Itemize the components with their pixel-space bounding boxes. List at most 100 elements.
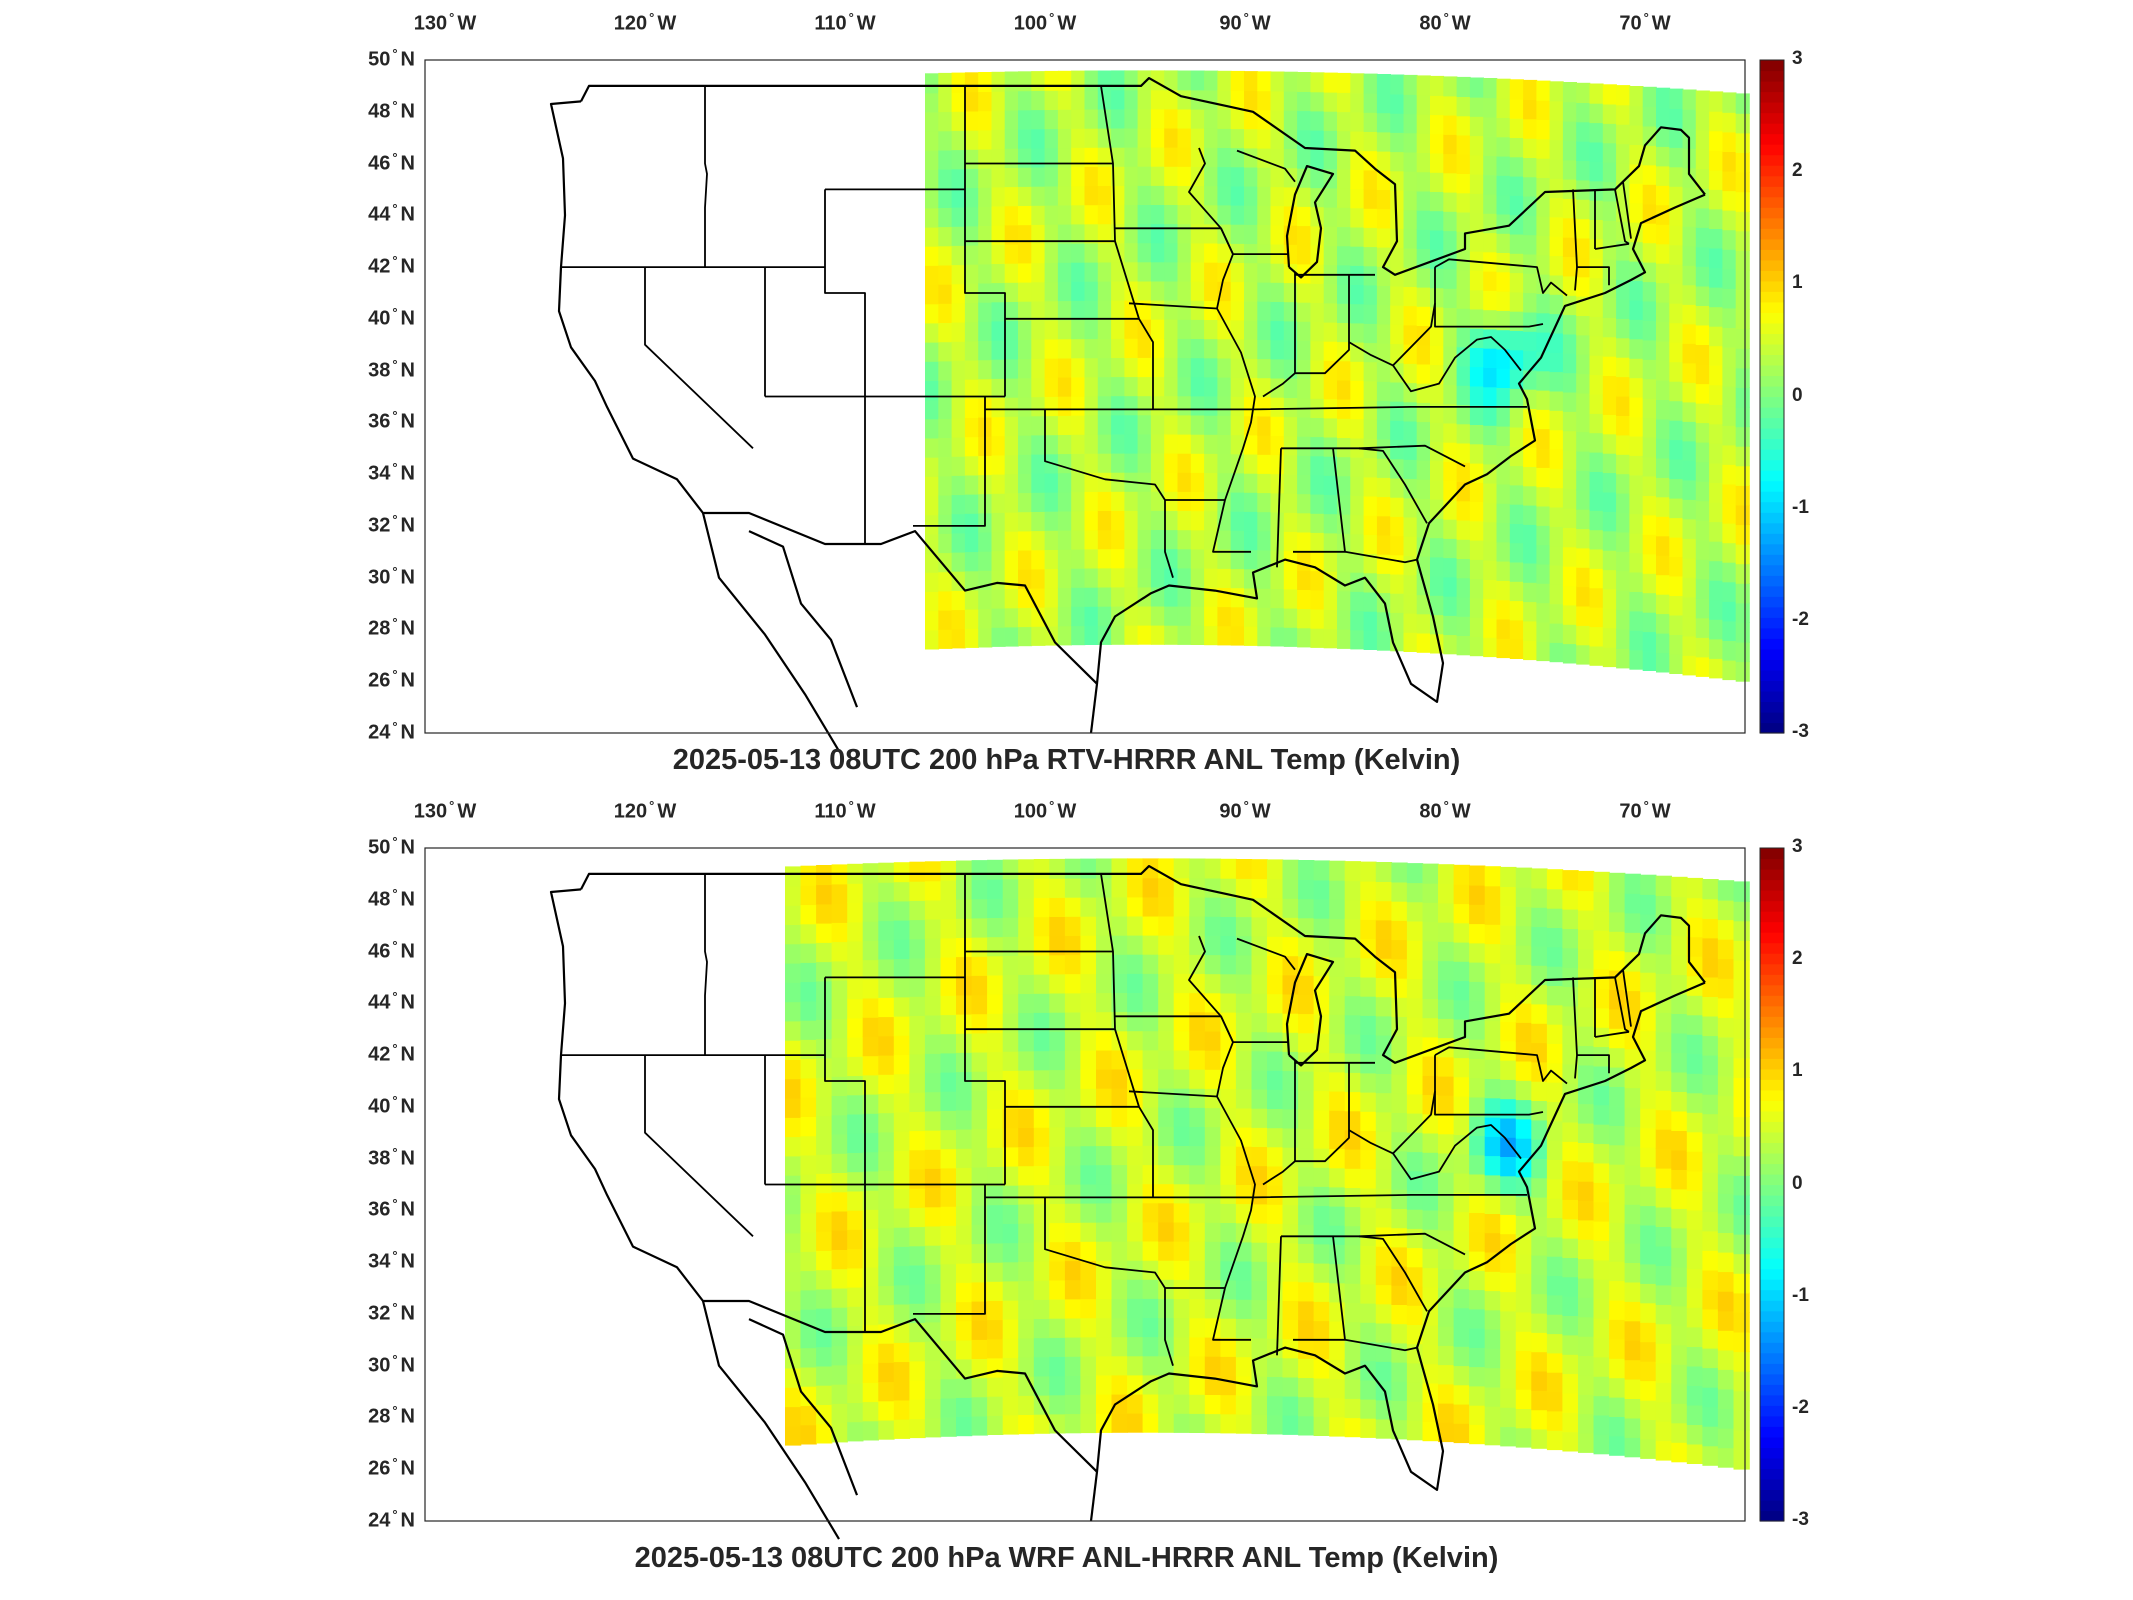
state-line bbox=[1348, 1055, 1436, 1155]
field-cell bbox=[1642, 553, 1657, 574]
field-cell bbox=[964, 551, 979, 572]
field-cell bbox=[1313, 1071, 1330, 1092]
field-cell bbox=[1733, 1253, 1750, 1274]
field-cell bbox=[1375, 1265, 1393, 1286]
field-cell bbox=[1282, 1223, 1299, 1244]
field-cell bbox=[1469, 193, 1484, 214]
field-cell bbox=[1391, 1323, 1408, 1344]
field-cell bbox=[1164, 452, 1179, 473]
field-cell bbox=[1033, 1375, 1051, 1396]
field-cell bbox=[1640, 1360, 1657, 1382]
field-cell bbox=[1576, 160, 1591, 181]
field-cell bbox=[1671, 1169, 1688, 1190]
colorbar-frame bbox=[1759, 847, 1785, 1522]
colorbar-swatch bbox=[1760, 1068, 1784, 1080]
field-cell bbox=[1018, 568, 1033, 589]
field-cell bbox=[1483, 521, 1498, 542]
field-cell bbox=[1616, 337, 1631, 358]
colorbar bbox=[1759, 847, 1785, 1522]
field-cell bbox=[1230, 319, 1245, 340]
field-cell bbox=[893, 1380, 911, 1401]
field-cell bbox=[991, 129, 1006, 150]
field-cell bbox=[1709, 325, 1724, 347]
field-cell bbox=[1244, 166, 1259, 187]
field-cell bbox=[1717, 1408, 1735, 1429]
lat-tick-label: 44 ° N bbox=[368, 201, 415, 226]
field-cell bbox=[909, 1130, 926, 1151]
field-cell bbox=[893, 1342, 911, 1363]
field-cell bbox=[1531, 1196, 1548, 1217]
field-cell bbox=[847, 1113, 864, 1134]
field-cell bbox=[1576, 528, 1591, 549]
field-cell bbox=[1500, 1214, 1517, 1235]
field-cell bbox=[1406, 1055, 1424, 1076]
field-cell bbox=[1270, 71, 1285, 92]
field-cell bbox=[1057, 242, 1072, 263]
field-cell bbox=[1549, 178, 1564, 199]
field-cell bbox=[1509, 426, 1524, 447]
field-cell bbox=[1244, 530, 1259, 551]
field-cell bbox=[1443, 268, 1458, 289]
colorbar-swatch bbox=[1760, 848, 1784, 860]
field-cell bbox=[1235, 973, 1253, 994]
field-cell bbox=[1602, 491, 1617, 512]
field-cell bbox=[1282, 859, 1299, 880]
field-cell bbox=[831, 1345, 848, 1366]
field-cell bbox=[1453, 864, 1470, 885]
field-cell bbox=[1033, 1146, 1051, 1166]
field-cell bbox=[1443, 211, 1458, 232]
field-cell bbox=[1562, 1218, 1579, 1239]
field-cell bbox=[1722, 385, 1737, 407]
field-cell bbox=[1669, 419, 1684, 441]
field-cell bbox=[1080, 915, 1097, 936]
field-cell bbox=[1422, 1209, 1439, 1230]
field-cell bbox=[1484, 1386, 1501, 1407]
field-cell bbox=[938, 72, 953, 93]
field-cell bbox=[1686, 877, 1704, 899]
field-cell bbox=[1033, 973, 1051, 994]
field-cell bbox=[1709, 599, 1724, 620]
field-cell bbox=[1469, 1192, 1486, 1213]
field-cell bbox=[1390, 381, 1405, 402]
field-cell bbox=[893, 1015, 911, 1036]
field-cell bbox=[1190, 586, 1205, 607]
field-cell bbox=[1562, 1102, 1579, 1123]
field-cell bbox=[1669, 244, 1684, 265]
field-cell bbox=[1124, 395, 1139, 416]
field-cell bbox=[1515, 1215, 1533, 1236]
field-cell bbox=[1204, 128, 1219, 148]
lat-tick-label: 38 ° N bbox=[368, 1144, 415, 1170]
field-cell bbox=[1220, 1145, 1237, 1166]
field-cell bbox=[1640, 952, 1657, 973]
field-cell bbox=[938, 149, 953, 170]
field-cell bbox=[1018, 1031, 1035, 1052]
field-cell bbox=[1695, 461, 1710, 482]
field-cell bbox=[1363, 92, 1378, 113]
field-cell bbox=[991, 186, 1006, 207]
colorbar-swatch bbox=[1760, 690, 1784, 702]
field-cell bbox=[1217, 376, 1232, 397]
field-cell bbox=[1282, 1395, 1299, 1416]
field-cell bbox=[1018, 1146, 1035, 1167]
field-cell bbox=[1589, 568, 1604, 589]
field-cell bbox=[893, 1265, 911, 1286]
field-cell bbox=[1531, 907, 1548, 928]
field-cell bbox=[1523, 466, 1538, 487]
field-cell bbox=[1695, 129, 1710, 150]
field-cell bbox=[1177, 280, 1192, 301]
field-cell bbox=[1629, 105, 1644, 126]
field-cell bbox=[1018, 147, 1033, 168]
field-cell bbox=[1656, 243, 1671, 264]
field-cell bbox=[1360, 976, 1377, 997]
field-cell bbox=[971, 1204, 988, 1225]
field-cell bbox=[1018, 1088, 1035, 1109]
field-cell bbox=[1071, 319, 1086, 340]
field-cell bbox=[964, 532, 979, 553]
field-cell bbox=[1310, 436, 1325, 457]
field-cell bbox=[1071, 395, 1086, 416]
field-cell bbox=[1267, 1184, 1284, 1205]
field-cell bbox=[1655, 1284, 1672, 1305]
field-cell bbox=[1629, 455, 1644, 476]
field-cell bbox=[1127, 934, 1144, 955]
field-cell bbox=[1329, 937, 1346, 958]
